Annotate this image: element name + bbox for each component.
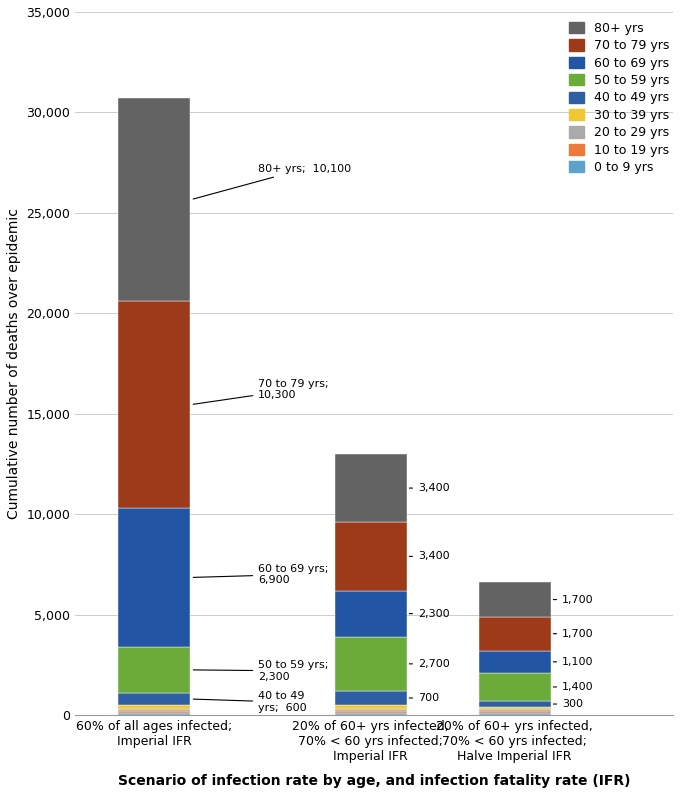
Text: 50 to 59 yrs;
2,300: 50 to 59 yrs; 2,300	[193, 660, 328, 681]
Text: 1,100: 1,100	[554, 657, 594, 667]
Bar	[335, 522, 407, 591]
Bar	[118, 713, 190, 715]
Text: 70 to 79 yrs;
10,300: 70 to 79 yrs; 10,300	[193, 379, 329, 405]
Bar	[479, 651, 551, 673]
Bar	[335, 713, 407, 715]
Text: 3,400: 3,400	[409, 552, 449, 561]
Bar	[479, 583, 551, 617]
Bar	[118, 508, 190, 647]
Bar	[118, 693, 190, 705]
Bar	[479, 617, 551, 651]
Text: 1,700: 1,700	[554, 595, 594, 604]
Text: 40 to 49
yrs;  600: 40 to 49 yrs; 600	[193, 691, 307, 713]
Bar	[118, 711, 190, 713]
Text: 300: 300	[554, 699, 583, 709]
Bar	[479, 711, 551, 713]
Bar	[479, 707, 551, 709]
Bar	[118, 99, 190, 301]
Text: 3,400: 3,400	[409, 483, 449, 493]
Bar	[335, 454, 407, 522]
Bar	[118, 647, 190, 693]
Bar	[335, 637, 407, 691]
Y-axis label: Cumulative number of deaths over epidemic: Cumulative number of deaths over epidemi…	[7, 208, 21, 519]
Bar	[335, 591, 407, 637]
Bar	[335, 705, 407, 709]
Text: 1,700: 1,700	[554, 629, 594, 638]
Bar	[479, 713, 551, 715]
X-axis label: Scenario of infection rate by age, and infection fatality rate (IFR): Scenario of infection rate by age, and i…	[118, 774, 630, 788]
Text: 2,700: 2,700	[409, 659, 450, 669]
Text: 60 to 69 yrs;
6,900: 60 to 69 yrs; 6,900	[193, 564, 328, 585]
Bar	[479, 673, 551, 701]
Bar	[335, 711, 407, 713]
Text: 2,300: 2,300	[409, 609, 449, 619]
Text: 1,400: 1,400	[554, 682, 594, 692]
Bar	[479, 701, 551, 707]
Legend: 80+ yrs, 70 to 79 yrs, 60 to 69 yrs, 50 to 59 yrs, 40 to 49 yrs, 30 to 39 yrs, 2: 80+ yrs, 70 to 79 yrs, 60 to 69 yrs, 50 …	[565, 18, 673, 178]
Bar	[479, 709, 551, 711]
Bar	[118, 301, 190, 508]
Bar	[118, 705, 190, 709]
Bar	[118, 709, 190, 711]
Text: 700: 700	[409, 693, 439, 703]
Text: 80+ yrs;  10,100: 80+ yrs; 10,100	[193, 164, 352, 199]
Bar	[335, 691, 407, 705]
Bar	[335, 709, 407, 711]
